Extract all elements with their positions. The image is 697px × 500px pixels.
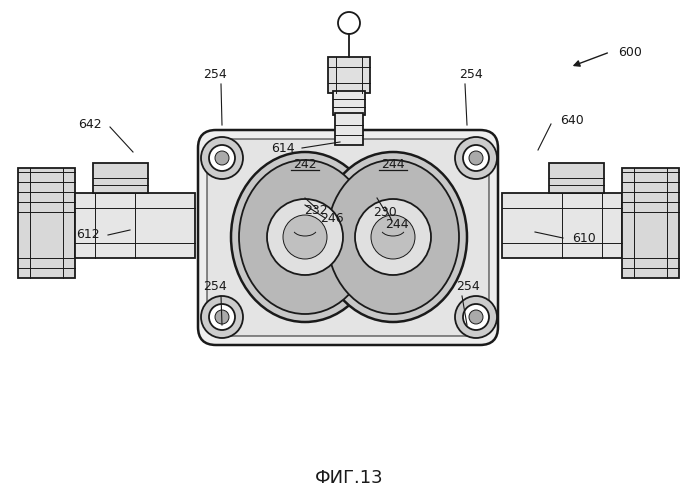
Circle shape [201, 296, 243, 338]
Bar [18, 168, 75, 278]
Circle shape [267, 199, 343, 275]
Text: 242: 242 [293, 158, 317, 172]
Text: 640: 640 [560, 114, 584, 128]
Circle shape [469, 310, 483, 324]
Ellipse shape [239, 160, 371, 314]
Bar [75, 193, 195, 258]
Bar [328, 57, 370, 93]
FancyBboxPatch shape [207, 139, 489, 336]
FancyBboxPatch shape [198, 130, 498, 345]
Bar [93, 163, 148, 193]
Text: ФИГ.13: ФИГ.13 [314, 469, 383, 487]
Circle shape [455, 296, 497, 338]
Circle shape [338, 12, 360, 34]
Bar [333, 91, 365, 115]
Text: 614: 614 [271, 142, 295, 154]
Text: 254: 254 [456, 280, 480, 293]
Circle shape [355, 199, 431, 275]
Text: 246: 246 [320, 212, 344, 226]
Text: 642: 642 [78, 118, 102, 130]
Ellipse shape [327, 160, 459, 314]
Text: 244: 244 [385, 218, 409, 230]
Bar [549, 163, 604, 193]
Circle shape [371, 215, 415, 259]
Ellipse shape [319, 152, 467, 322]
Ellipse shape [231, 152, 379, 322]
Circle shape [463, 304, 489, 330]
Text: 254: 254 [459, 68, 483, 81]
Circle shape [469, 151, 483, 165]
Circle shape [215, 151, 229, 165]
Text: 610: 610 [572, 232, 596, 244]
Text: 232: 232 [304, 204, 328, 216]
Text: 254: 254 [203, 68, 227, 81]
Circle shape [455, 137, 497, 179]
Text: 600: 600 [618, 46, 642, 59]
Bar [335, 113, 363, 145]
Circle shape [209, 145, 235, 171]
Text: 254: 254 [203, 280, 227, 293]
Text: 230: 230 [373, 206, 397, 220]
Circle shape [283, 215, 327, 259]
Circle shape [463, 145, 489, 171]
Circle shape [201, 137, 243, 179]
Circle shape [215, 310, 229, 324]
Circle shape [209, 304, 235, 330]
Bar [622, 168, 679, 278]
Bar [502, 193, 622, 258]
Text: 612: 612 [77, 228, 100, 241]
Text: 244: 244 [381, 158, 405, 172]
